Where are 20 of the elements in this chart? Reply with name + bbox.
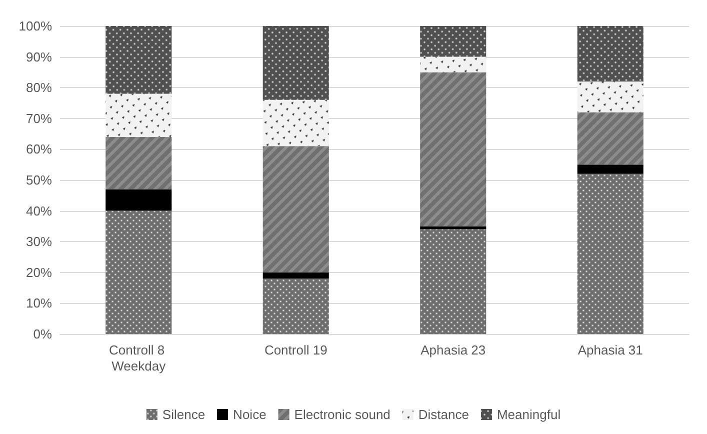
x-tick-label: Controll 8 Weekday — [109, 342, 168, 374]
y-tick-label: 30% — [26, 234, 52, 250]
x-tick-label: Aphasia 31 — [578, 342, 643, 358]
y-tick-label: 70% — [26, 110, 52, 126]
legend-label: Silence — [162, 407, 206, 422]
legend-label: Meaningful — [496, 407, 561, 422]
y-tick-label: 0% — [33, 326, 52, 342]
y-tick-label: 80% — [26, 80, 52, 96]
y-tick-label: 100% — [18, 18, 52, 34]
x-tick-label: Controll 19 — [264, 342, 328, 358]
x-tick-label: Aphasia 23 — [420, 342, 486, 358]
y-tick-label: 50% — [26, 172, 52, 188]
y-tick-label: 10% — [26, 296, 52, 311]
legend-label: Noice — [233, 407, 266, 422]
legend-label: Electronic sound — [294, 407, 390, 422]
y-tick-label: 20% — [26, 264, 52, 280]
y-tick-label: 90% — [26, 49, 52, 64]
legend-label: Distance — [418, 407, 469, 422]
y-tick-label: 40% — [26, 203, 52, 218]
y-tick-label: 60% — [26, 142, 52, 157]
